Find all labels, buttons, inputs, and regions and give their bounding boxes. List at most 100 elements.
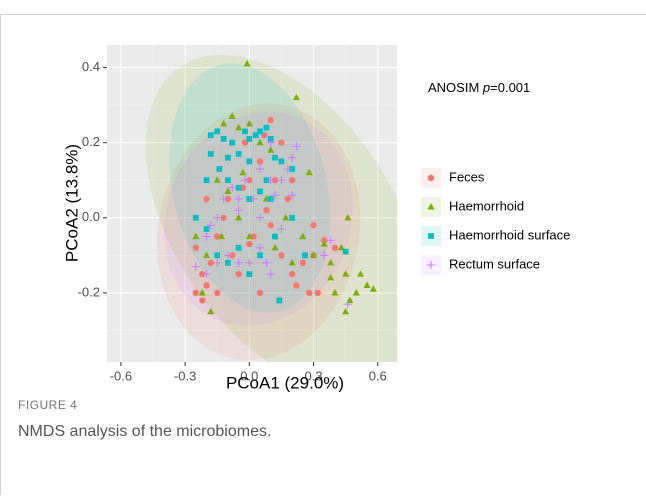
point [320, 240, 328, 247]
point [299, 232, 307, 240]
point [287, 153, 297, 162]
points [191, 59, 377, 315]
point [203, 195, 210, 203]
annotation-text: =0.001 [490, 80, 530, 95]
point [263, 124, 270, 131]
point [257, 252, 263, 259]
point [277, 224, 286, 234]
point [357, 270, 365, 277]
point [272, 233, 278, 240]
point [214, 128, 221, 135]
point [225, 259, 231, 266]
point [266, 269, 275, 279]
point [249, 194, 258, 204]
point [246, 271, 253, 277]
point [263, 177, 270, 184]
legend: Feces Haemorrhoid Haemorrhoid surface Rectu… [421, 168, 570, 275]
point [271, 243, 279, 251]
y-tick-label: 0.0 [82, 209, 100, 224]
confidence-ellipse [163, 112, 353, 326]
point [289, 166, 296, 172]
point [245, 258, 254, 268]
point [263, 207, 270, 214]
point [202, 269, 211, 279]
point [235, 244, 242, 251]
y-tick-label: -0.2 [78, 284, 100, 299]
point [220, 136, 227, 142]
point [224, 187, 232, 195]
y-tick-label: 0.2 [82, 134, 100, 149]
point [192, 289, 200, 297]
point [203, 177, 210, 184]
point [207, 307, 215, 315]
point [278, 139, 285, 146]
point [229, 252, 236, 259]
point [234, 206, 243, 215]
point [299, 259, 307, 267]
point [192, 244, 200, 252]
point [235, 123, 243, 131]
point [246, 196, 253, 202]
point [271, 177, 279, 184]
x-tick-label: -0.6 [110, 368, 132, 383]
point [331, 244, 339, 252]
point [267, 116, 274, 124]
point [214, 289, 221, 297]
annotation-italic: p [482, 80, 490, 95]
point [192, 232, 200, 240]
point [256, 158, 264, 165]
point [220, 120, 228, 127]
legend-label: Haemorrhoid [449, 198, 524, 213]
point [314, 289, 322, 297]
point [219, 194, 228, 204]
x-tick-label: -0.3 [174, 368, 196, 383]
point [292, 93, 300, 101]
annotation-text: ANOSIM [428, 80, 483, 95]
point [202, 232, 211, 241]
point [224, 195, 232, 203]
plot-panel [107, 45, 397, 362]
point [342, 270, 350, 277]
x-tick-label: 0.3 [304, 368, 322, 383]
point [267, 222, 274, 229]
point [283, 164, 293, 174]
legend-marker [427, 174, 435, 182]
point [207, 132, 214, 139]
legend-marker [427, 203, 435, 210]
point [282, 213, 290, 221]
point [288, 270, 296, 278]
axes: -0.6 -0.3 0.0 0.3 0.6 0.4 0.2 0.0 -0.2 [78, 59, 387, 383]
point [234, 258, 243, 268]
point [246, 240, 253, 248]
y-tick-label: 0.4 [82, 59, 100, 74]
legend-label: Feces [449, 169, 485, 184]
point [243, 59, 251, 67]
point [255, 213, 265, 222]
point [228, 183, 237, 192]
point [203, 282, 210, 289]
point [288, 259, 296, 266]
legend-label: Rectum surface [449, 256, 540, 271]
point [198, 289, 206, 296]
point [213, 213, 222, 222]
point [207, 151, 214, 157]
legend-label: Haemorrhoid surface [449, 227, 570, 242]
point [239, 168, 247, 176]
figure-label: FIGURE 4 [18, 398, 77, 412]
point [352, 289, 360, 296]
point [272, 154, 278, 161]
point [242, 128, 248, 135]
point [207, 259, 215, 267]
point [192, 214, 199, 221]
point [266, 176, 275, 185]
point [262, 258, 271, 268]
point [289, 214, 296, 221]
x-axis-title: PCoA1 (29.0%) [226, 373, 344, 392]
point [234, 194, 243, 204]
legend-marker [428, 233, 434, 239]
point [240, 176, 250, 185]
point [256, 289, 264, 297]
point [203, 226, 210, 232]
point [235, 151, 242, 157]
point [342, 248, 349, 255]
